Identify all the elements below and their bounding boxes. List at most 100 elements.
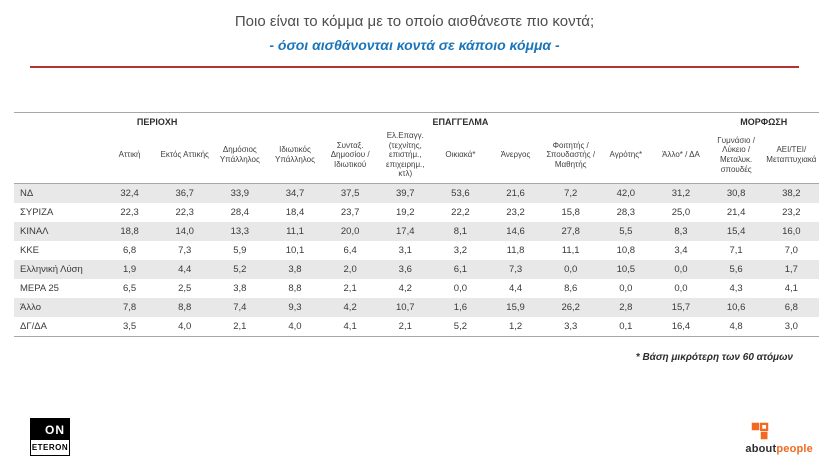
value-cell: 23,7 (340, 206, 360, 218)
value-cell: 3,2 (453, 244, 468, 256)
value-cell: 5,6 (729, 263, 743, 275)
value-cell: 2,5 (178, 282, 192, 294)
value-cell: 0,0 (619, 282, 633, 294)
value-cell: 30,8 (726, 187, 746, 199)
column-group-label: ΕΠΑΓΓΕΛΜΑ (212, 112, 709, 129)
table-row: ΝΔ 32,4 36,7 33,9 34,7 37,5 39,7 53,6 21,6 7,2 42,… (14, 183, 819, 203)
value-cell: 34,7 (285, 187, 305, 199)
column-header: Αγρότης* (598, 129, 654, 184)
value-cell: 27,8 (561, 225, 580, 237)
value-cell: 21,4 (726, 206, 746, 218)
value-cell: 22,2 (451, 206, 470, 218)
value-cell: 22,3 (175, 206, 194, 218)
value-cell: 10,7 (396, 301, 415, 313)
value-cell: 6,8 (122, 244, 137, 256)
value-cell: 15,8 (561, 206, 580, 218)
value-cell: 0,0 (453, 282, 468, 294)
column-header-row: Αττική Εκτός Αττικής Δημόσιος Υπάλληλος Ιδι… (14, 129, 819, 184)
value-cell: 3,0 (784, 320, 798, 332)
value-cell: 15,7 (671, 301, 691, 313)
value-cell: 2,0 (343, 263, 357, 275)
row-label: Άλλο (20, 301, 41, 313)
table-row: ΜΕΡΑ 25 6,5 2,5 3,8 8,8 2,1 4,2 0,0 4,4 8,6 0,0 0,0… (14, 279, 819, 298)
column-header: Εκτός Αττικής (157, 129, 213, 184)
value-cell: 5,2 (453, 320, 468, 332)
row-label: Ελληνική Λύση (20, 263, 83, 275)
value-cell: 3,8 (288, 263, 302, 275)
column-header: Γυμνάσιο / Λύκειο / Μεταλυκ. σπουδές (708, 129, 764, 184)
value-cell: 3,6 (398, 263, 412, 275)
eteron-on-mark: ON (31, 419, 69, 440)
value-cell: 14,6 (506, 225, 525, 237)
value-cell: 7,0 (784, 244, 798, 256)
value-cell: 4,0 (288, 320, 302, 332)
value-cell: 1,9 (122, 263, 137, 275)
aboutpeople-wordmark: aboutpeople (745, 443, 813, 455)
value-cell: 42,0 (616, 187, 636, 199)
value-cell: 7,3 (508, 263, 523, 275)
value-cell: 18,4 (285, 206, 305, 218)
value-cell: 0,0 (564, 263, 578, 275)
value-cell: 5,9 (233, 244, 247, 256)
value-cell: 3,8 (233, 282, 247, 294)
value-cell: 0,0 (674, 282, 688, 294)
value-cell: 6,1 (453, 263, 468, 275)
aboutpeople-text-people: people (776, 443, 813, 455)
value-cell: 10,6 (726, 301, 746, 313)
value-cell: 7,8 (122, 301, 137, 313)
value-cell: 33,9 (230, 187, 250, 199)
table-body: ΝΔ 32,4 36,7 33,9 34,7 37,5 39,7 53,6 21,6 7,2 42,… (14, 183, 819, 336)
value-cell: 5,2 (233, 263, 247, 275)
value-cell: 5,5 (619, 225, 633, 237)
aboutpeople-text-about: about (745, 443, 777, 455)
value-cell: 2,1 (398, 320, 412, 332)
value-cell: 3,3 (564, 320, 578, 332)
value-cell: 6,5 (122, 282, 137, 294)
value-cell: 9,3 (288, 301, 302, 313)
value-cell: 23,2 (506, 206, 525, 218)
value-cell: 2,1 (343, 282, 357, 294)
value-cell: 25,0 (671, 206, 691, 218)
value-cell: 4,0 (178, 320, 192, 332)
value-cell: 4,4 (178, 263, 192, 275)
value-cell: 1,2 (508, 320, 523, 332)
page-title: Ποιο είναι το κόμμα με το οποίο αισθάνεσ… (234, 13, 595, 30)
value-cell: 4,2 (398, 282, 412, 294)
value-cell: 1,6 (453, 301, 468, 313)
value-cell: 22,3 (120, 206, 139, 218)
column-header: ΑΕΙ/ΤΕΙ/ Μεταπτυχιακά (763, 129, 819, 184)
page-subtitle: - όσοι αισθάνονται κοντά σε κάποιο κόμμα… (269, 37, 560, 53)
value-cell: 14,0 (175, 225, 194, 237)
column-header: Άλλο* / ΔΑ (653, 129, 709, 184)
row-label: ΣΥΡΙΖΑ (20, 206, 54, 218)
table-row: ΚΙΝΑΛ 18,8 14,0 13,3 11,1 20,0 17,4 8,1 14,6 27,8… (14, 221, 819, 241)
value-cell: 10,1 (285, 244, 305, 256)
slide: Ποιο είναι το κόμμα με το οποίο αισθάνεσ… (0, 13, 829, 456)
value-cell: 28,4 (230, 206, 250, 218)
value-cell: 7,4 (233, 301, 247, 313)
value-cell: 4,3 (729, 282, 743, 294)
value-cell: 2,1 (233, 320, 247, 332)
value-cell: 26,2 (561, 301, 580, 313)
value-cell: 21,6 (506, 187, 525, 199)
corner-cell (14, 129, 102, 184)
value-cell: 11,1 (561, 244, 580, 256)
value-cell: 3,1 (398, 244, 412, 256)
value-cell: 20,0 (340, 225, 360, 237)
column-header: Αττική (102, 129, 158, 184)
value-cell: 11,8 (506, 244, 525, 256)
value-cell: 2,8 (619, 301, 633, 313)
value-cell: 6,4 (343, 244, 357, 256)
value-cell: 10,5 (616, 263, 636, 275)
row-label: ΚΙΝΑΛ (20, 225, 49, 237)
value-cell: 4,8 (729, 320, 743, 332)
value-cell: 39,7 (396, 187, 415, 199)
value-cell: 16,4 (671, 320, 691, 332)
value-cell: 36,7 (175, 187, 194, 199)
eteron-logo: ON ETERON (30, 418, 70, 456)
table-wrap: ΠΕΡΙΟΧΗ ΕΠΑΓΓΕΛΜΑ ΜΟΡΦΩΣΗ Αττική Εκτός Αττι… (14, 112, 819, 337)
group-header-row: ΠΕΡΙΟΧΗ ΕΠΑΓΓΕΛΜΑ ΜΟΡΦΩΣΗ (14, 112, 819, 129)
column-header: Ελ.Επαγγ. (τεχνίτης, επιστήμ., επιχειρημ… (377, 129, 433, 184)
table-head: ΠΕΡΙΟΧΗ ΕΠΑΓΓΕΛΜΑ ΜΟΡΦΩΣΗ Αττική Εκτός Αττι… (14, 112, 819, 184)
column-header: Οικιακά* (432, 129, 488, 184)
